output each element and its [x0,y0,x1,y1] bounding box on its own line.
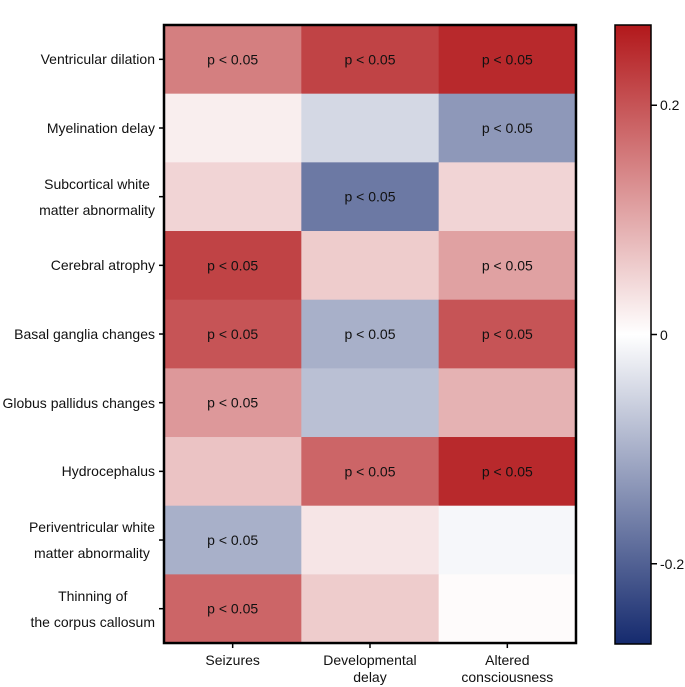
heatmap-cell [301,505,440,575]
heatmap-cell [301,231,440,301]
cell-annotation: p < 0.05 [207,51,258,67]
heatmap-cell [164,25,302,95]
heatmap-cell [164,368,302,438]
heatmap-cell [301,299,440,369]
heatmap-cell [164,162,302,232]
cell-annotation: p < 0.05 [344,51,395,67]
cell-annotation: p < 0.05 [207,395,258,411]
colorbar-tick-label: 0 [660,326,668,343]
row-label-line: Basal ganglia changes [14,326,155,342]
column-label: Altered consciousness [437,652,577,686]
cell-annotation: p < 0.05 [207,601,258,617]
column-label: Developmental delay [300,652,440,686]
row-label: Ventricular dilation [41,46,155,72]
heatmap-cell [301,574,440,644]
heatmap-cell [164,574,302,644]
column-label-line: Altered [485,652,530,668]
row-label-line: matter abnormality [34,545,150,562]
heatmap-cell [164,93,302,163]
heatmap-cell [438,231,577,301]
cell-annotation: p < 0.05 [344,463,395,479]
heatmap-cell [301,93,440,163]
column-label-line: Seizures [205,652,260,668]
row-label-line: Thinning of [58,587,128,604]
heatmap-cell [438,437,577,507]
column-label: Seizures [163,652,303,669]
row-label-line: Periventricular white [28,519,155,536]
cell-annotation: p < 0.05 [482,326,533,342]
row-label-line: the corpus callosum [30,613,155,630]
cell-annotation: p < 0.05 [482,463,533,479]
heatmap-cell [301,162,440,232]
cell-annotation: p < 0.05 [207,326,258,342]
heatmap-cell [438,93,577,163]
cell-annotation: p < 0.05 [207,532,258,548]
heatmap-cell [301,368,440,438]
heatmap-cell [301,25,440,95]
heatmap-cell [438,162,577,232]
row-label-line: Hydrocephalus [61,463,155,480]
row-label-line: Ventricular dilation [40,51,155,68]
cell-annotation: p < 0.05 [344,326,395,342]
row-label-line: Globus pallidus changes [2,394,155,411]
column-label-line: consciousness [461,669,554,685]
heatmap-cell [438,505,577,575]
row-label: Basal ganglia changes [14,321,155,347]
row-label: Hydrocephalus [62,458,155,484]
heatmap-cell [438,299,577,369]
cell-annotation: p < 0.05 [482,257,533,273]
cell-annotation: p < 0.05 [344,189,395,205]
colorbar [614,24,652,645]
heatmap-cell [438,25,577,95]
heatmap-cell [301,437,440,507]
row-label: Myelination delay [47,115,155,141]
colorbar-tick-label: -0.2 [660,555,685,572]
column-label-line: delay [353,669,387,685]
column-label-line: Developmental [323,652,417,668]
cell-annotation: p < 0.05 [482,51,533,67]
row-label: Subcortical white matter abnormality [39,171,155,223]
row-label: Thinning of the corpus callosum [30,583,155,635]
row-label-line: matter abnormality [39,201,155,218]
heatmap-cell [438,368,577,438]
heatmap-cell [164,231,302,301]
row-label-line: Myelination delay [46,120,155,136]
cell-annotation: p < 0.05 [207,257,258,273]
heatmap-cell [438,574,577,644]
heatmap-cell [164,299,302,369]
row-label: Globus pallidus changes [2,390,155,416]
row-label: Cerebral atrophy [51,252,155,278]
row-label-line: Subcortical white [44,175,150,192]
colorbar-tick-label: 0.2 [660,97,680,114]
row-label-line: Cerebral atrophy [50,257,155,274]
row-label: Periventricular white matter abnormality [29,514,155,566]
cell-annotation: p < 0.05 [482,120,533,136]
heatmap-cell [164,437,302,507]
heatmap-cell [164,505,302,575]
